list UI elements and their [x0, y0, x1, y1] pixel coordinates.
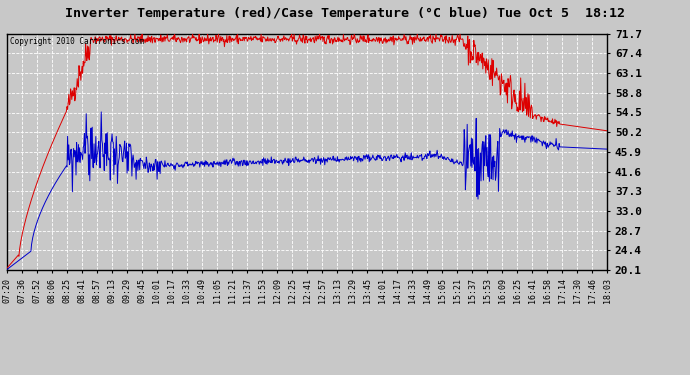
Text: Copyright 2010 Cartronics.com: Copyright 2010 Cartronics.com — [10, 37, 144, 46]
Text: Inverter Temperature (red)/Case Temperature (°C blue) Tue Oct 5  18:12: Inverter Temperature (red)/Case Temperat… — [65, 8, 625, 21]
